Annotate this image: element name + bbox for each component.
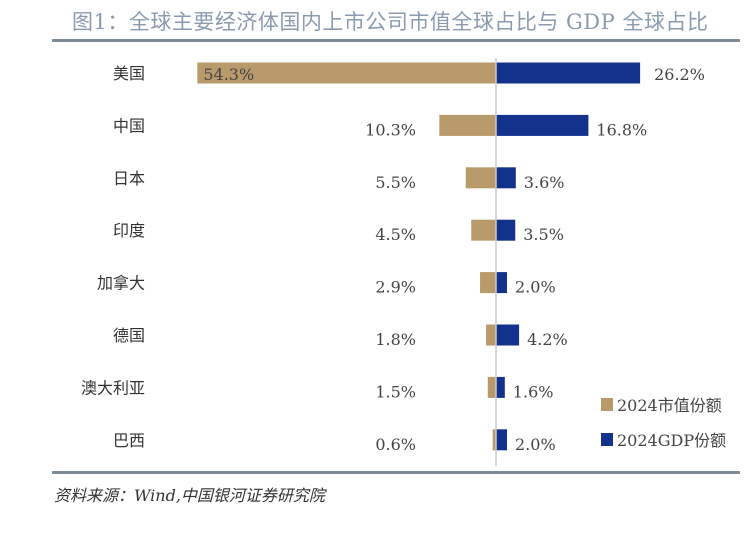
category-label: 日本 [113, 169, 145, 188]
market-share-label: 1.5% [375, 382, 416, 401]
legend-label: 2024市值份额 [617, 396, 722, 415]
source-note: 资料来源：Wind,中国银河证券研究院 [54, 486, 325, 505]
gdp-share-label: 26.2% [654, 65, 705, 84]
category-label: 巴西 [113, 431, 145, 450]
bottom-divider [52, 471, 740, 474]
gdp-share-bar [496, 167, 516, 189]
legend-swatch [601, 398, 613, 411]
market-share-bar [197, 62, 496, 84]
gdp-share-label: 2.0% [515, 435, 556, 454]
market-share-bar [471, 219, 496, 241]
category-label: 印度 [113, 221, 145, 240]
market-share-label: 10.3% [365, 120, 416, 139]
category-label: 美国 [113, 64, 145, 83]
market-share-bar [465, 167, 496, 189]
gdp-share-label: 16.8% [596, 120, 647, 139]
market-share-bar [492, 429, 496, 451]
gdp-share-bar [496, 376, 505, 398]
market-share-label: 0.6% [375, 435, 416, 454]
legend-label: 2024GDP份额 [617, 431, 726, 450]
gdp-share-label: 2.0% [515, 278, 556, 297]
market-share-bar [480, 272, 496, 294]
title-divider [52, 39, 740, 42]
gdp-share-label: 1.6% [513, 382, 554, 401]
category-label: 中国 [113, 116, 145, 135]
market-share-label: 5.5% [375, 173, 416, 192]
category-label: 澳大利亚 [81, 378, 145, 397]
category-label: 加拿大 [97, 274, 145, 293]
gdp-share-bar [496, 114, 589, 136]
market-share-bar [487, 376, 496, 398]
market-share-label: 54.3% [203, 65, 254, 84]
market-share-label: 1.8% [375, 330, 416, 349]
gdp-share-bar [496, 429, 507, 451]
gdp-share-bar [496, 272, 507, 294]
legend-swatch [601, 433, 613, 446]
gdp-share-bar [496, 219, 516, 241]
gdp-share-label: 4.2% [527, 330, 568, 349]
category-label: 德国 [113, 326, 145, 345]
gdp-share-label: 3.6% [524, 173, 565, 192]
gdp-share-label: 3.5% [523, 225, 564, 244]
market-share-bar [439, 114, 496, 136]
gdp-share-bar [496, 62, 641, 84]
market-share-bar [486, 324, 496, 346]
chart-title: 图1：全球主要经济体国内上市公司市值全球占比与 GDP 全球占比 [72, 10, 709, 34]
gdp-share-bar [496, 324, 520, 346]
market-share-label: 4.5% [375, 225, 416, 244]
market-share-label: 2.9% [375, 278, 416, 297]
